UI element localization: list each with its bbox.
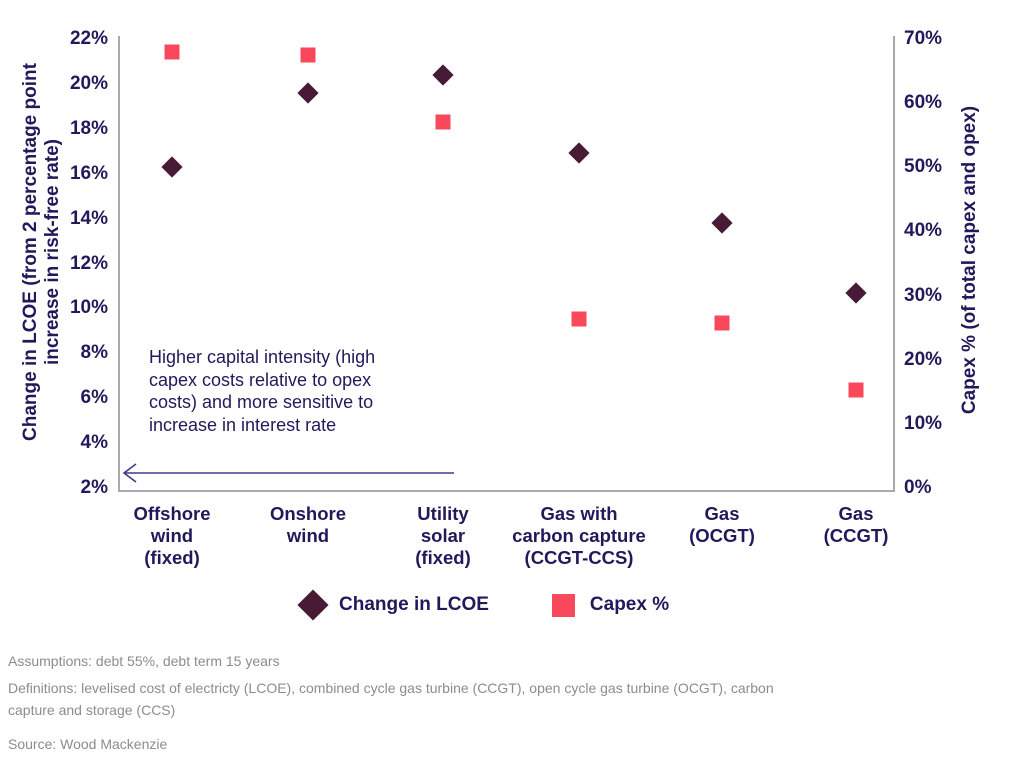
right-axis-title: Capex % (of total capex and opex)	[959, 105, 980, 415]
left-tick-label: 6%	[80, 387, 108, 409]
data-point-square	[848, 382, 864, 398]
category-label: Offshore wind (fixed)	[133, 503, 211, 568]
data-point-square	[164, 44, 180, 60]
left-tick-label: 4%	[80, 432, 108, 454]
left-tick-label: 14%	[69, 207, 108, 229]
category-label: Utility solar (fixed)	[415, 503, 471, 568]
category-label: Gas (OCGT)	[689, 503, 755, 546]
right-tick-label: 20%	[904, 348, 943, 370]
left-tick-label: 18%	[69, 117, 108, 139]
square-icon	[552, 593, 576, 617]
right-tick-label: 60%	[904, 92, 943, 114]
right-tick-label: 30%	[904, 284, 943, 306]
category-label: Onshore wind	[269, 503, 347, 546]
legend-label-capex: Capex %	[589, 594, 670, 615]
left-tick-label: 22%	[69, 28, 108, 49]
annotation-text: Higher capital intensity (high capex cos…	[149, 347, 376, 435]
data-point-square	[435, 114, 451, 130]
legend-label-change-in-lcoe: Change in LCOE	[339, 594, 489, 615]
legend-item-capex: Capex %	[547, 588, 669, 622]
left-tick-label: 20%	[69, 72, 108, 94]
data-point-square	[300, 47, 316, 63]
plot-area	[118, 36, 895, 492]
footer-definitions: Definitions: levelised cost of electrict…	[8, 680, 774, 718]
data-point-square	[571, 311, 587, 327]
diamond-icon	[297, 589, 329, 621]
right-tick-label: 0%	[904, 477, 932, 498]
category-label: Gas (CCGT)	[823, 503, 889, 546]
right-tick-label: 50%	[904, 156, 943, 178]
footer-source: Source: Wood Mackenzie	[8, 736, 168, 752]
left-tick-label: 10%	[69, 297, 108, 319]
right-tick-label: 10%	[904, 412, 943, 434]
category-label: Gas with carbon capture (CCGT-CCS)	[512, 503, 646, 568]
chart-legend: Change in LCOE Capex %	[296, 588, 669, 622]
right-tick-label: 70%	[904, 28, 943, 49]
footer-assumptions: Assumptions: debt 55%, debt term 15 year…	[8, 653, 280, 669]
legend-item-change-in-lcoe: Change in LCOE	[296, 588, 489, 622]
left-tick-label: 16%	[69, 162, 108, 184]
left-arrow-icon	[122, 463, 454, 483]
left-tick-label: 8%	[80, 342, 108, 364]
data-point-square	[714, 315, 730, 330]
left-tick-label: 12%	[69, 252, 108, 274]
right-tick-label: 40%	[904, 220, 943, 242]
left-tick-label: 2%	[80, 477, 108, 498]
